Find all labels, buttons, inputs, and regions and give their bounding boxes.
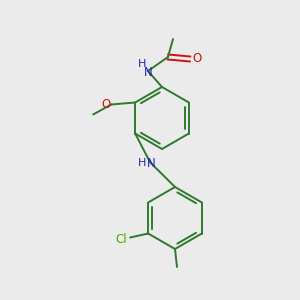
Text: Cl: Cl bbox=[115, 233, 127, 246]
Text: H: H bbox=[138, 59, 146, 69]
Text: O: O bbox=[101, 98, 111, 111]
Text: O: O bbox=[192, 52, 202, 65]
Text: N: N bbox=[144, 65, 152, 79]
Text: N: N bbox=[147, 157, 155, 170]
Text: H: H bbox=[138, 158, 146, 168]
